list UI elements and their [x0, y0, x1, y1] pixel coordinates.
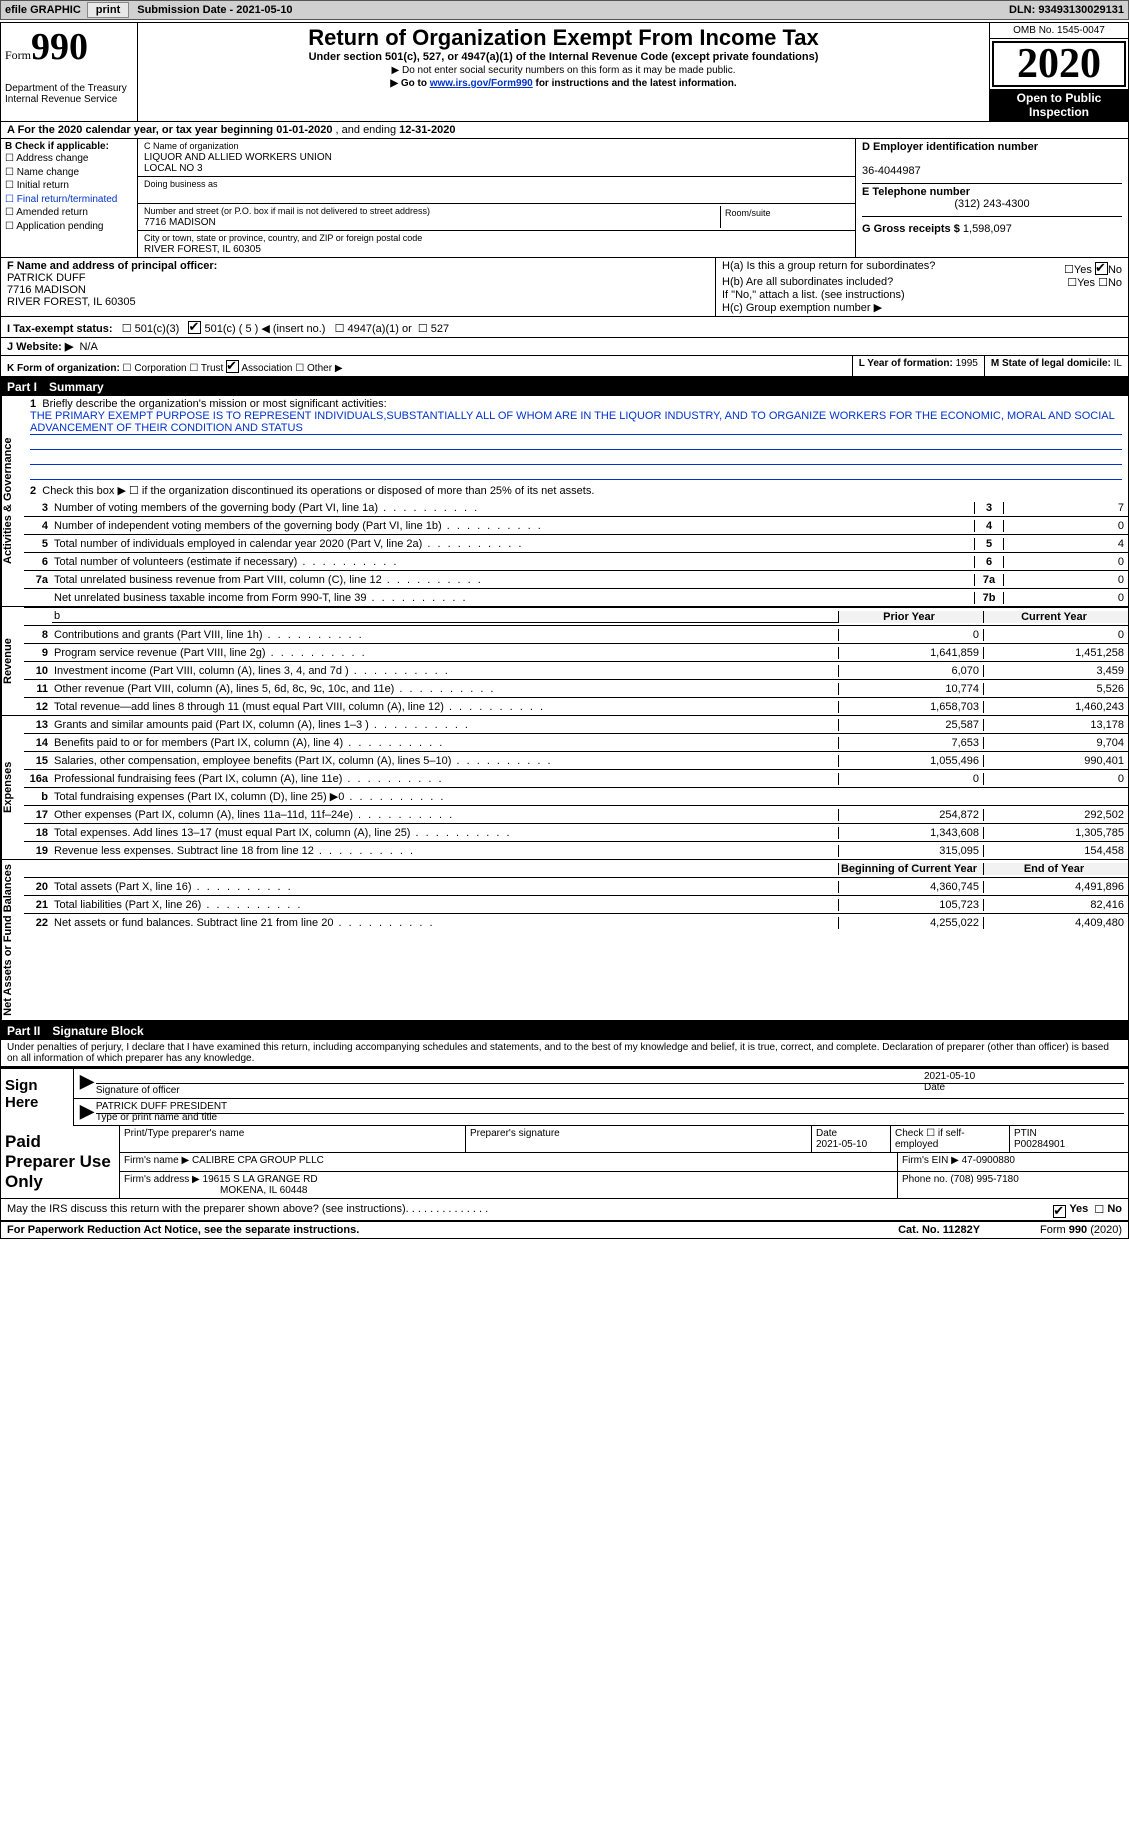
sign-here-block: Sign Here ▶ Signature of officer 2021-05… — [1, 1067, 1128, 1126]
col-b: B Check if applicable: ☐ Address change … — [1, 139, 138, 257]
header-right: OMB No. 1545-0047 2020 Open to Public In… — [989, 23, 1128, 121]
cb-final-return[interactable]: ☐ Final return/terminated — [5, 193, 133, 207]
firm-name: CALIBRE CPA GROUP PLLC — [192, 1155, 324, 1166]
side-governance: Activities & Governance — [1, 396, 24, 606]
ha-no-checkbox[interactable] — [1095, 262, 1108, 275]
row-a: A For the 2020 calendar year, or tax yea… — [1, 122, 1128, 139]
prep-date: 2021-05-10 — [816, 1139, 867, 1150]
paid-preparer-block: Paid Preparer Use Only Print/Type prepar… — [1, 1126, 1128, 1199]
room-suite: Room/suite — [720, 206, 849, 228]
header-mid: Return of Organization Exempt From Incom… — [138, 23, 989, 121]
form-container: Form990 Department of the Treasury Inter… — [0, 22, 1129, 1239]
cb-amended[interactable]: ☐ Amended return — [5, 206, 133, 220]
dept-treasury: Department of the Treasury Internal Reve… — [5, 83, 133, 105]
row-k: K Form of organization: ☐ Corporation ☐ … — [1, 356, 852, 376]
side-revenue: Revenue — [1, 607, 24, 715]
row-l: L Year of formation: 1995 — [852, 356, 984, 376]
col-d: D Employer identification number 36-4044… — [855, 139, 1128, 257]
association-checkbox[interactable] — [226, 360, 239, 373]
cb-address-change[interactable]: ☐ Address change — [5, 152, 133, 166]
501c-checkbox[interactable] — [188, 321, 201, 334]
row-m: M State of legal domicile: IL — [984, 356, 1128, 376]
print-button[interactable]: print — [87, 2, 129, 18]
open-inspection: Open to Public Inspection — [990, 89, 1128, 121]
sign-date: 2021-05-10 — [924, 1071, 1124, 1082]
footer: For Paperwork Reduction Act Notice, see … — [1, 1222, 1128, 1238]
submission-label: Submission Date - 2021-05-10 — [137, 4, 292, 16]
org-address: 7716 MADISON — [144, 217, 216, 228]
gross-receipts: 1,598,097 — [963, 223, 1012, 235]
part1-header: Part I Summary — [1, 378, 1128, 396]
side-netassets: Net Assets or Fund Balances — [1, 860, 24, 1020]
row-i: I Tax-exempt status: ☐ 501(c)(3) 501(c) … — [1, 317, 1128, 338]
omb-number: OMB No. 1545-0047 — [990, 23, 1128, 39]
irs-link[interactable]: www.irs.gov/Form990 — [430, 78, 533, 89]
form-number: 990 — [31, 26, 88, 68]
dln: DLN: 93493130029131 — [1009, 4, 1124, 16]
cb-application-pending[interactable]: ☐ Application pending — [5, 220, 133, 234]
arrow-icon: ▶ — [78, 1071, 96, 1096]
ein: 36-4044987 — [862, 165, 921, 177]
org-name: LIQUOR AND ALLIED WORKERS UNION — [144, 152, 332, 163]
top-toolbar: efile GRAPHIC print Submission Date - 20… — [0, 0, 1129, 20]
goto-line: ▶ Go to www.irs.gov/Form990 for instruct… — [144, 78, 983, 89]
officer-name: PATRICK DUFF PRESIDENT — [96, 1101, 1124, 1112]
section-f: F Name and address of principal officer:… — [1, 258, 716, 316]
section-h: H(a) Is this a group return for subordin… — [716, 258, 1128, 316]
arrow-icon: ▶ — [78, 1101, 96, 1123]
header-left: Form990 Department of the Treasury Inter… — [1, 23, 138, 121]
tax-year: 2020 — [992, 41, 1126, 87]
firm-phone: (708) 995-7180 — [950, 1174, 1018, 1185]
discuss-yes-checkbox[interactable] — [1053, 1205, 1066, 1218]
cb-name-change[interactable]: ☐ Name change — [5, 166, 133, 180]
org-city: RIVER FOREST, IL 60305 — [144, 244, 261, 255]
firm-ein: 47-0900880 — [962, 1155, 1015, 1166]
ptin: P00284901 — [1014, 1139, 1065, 1150]
penalties-text: Under penalties of perjury, I declare th… — [1, 1040, 1128, 1067]
form-title: Return of Organization Exempt From Incom… — [144, 25, 983, 51]
row-j: J Website: ▶ N/A — [1, 338, 1128, 356]
cb-initial-return[interactable]: ☐ Initial return — [5, 179, 133, 193]
mission-text: THE PRIMARY EXEMPT PURPOSE IS TO REPRESE… — [30, 410, 1122, 435]
side-expenses: Expenses — [1, 716, 24, 859]
phone: (312) 243-4300 — [862, 198, 1122, 210]
efile-label: efile GRAPHIC — [5, 4, 81, 16]
form-subtitle: Under section 501(c), 527, or 4947(a)(1)… — [144, 51, 983, 63]
part2-header: Part II Signature Block — [1, 1022, 1128, 1040]
